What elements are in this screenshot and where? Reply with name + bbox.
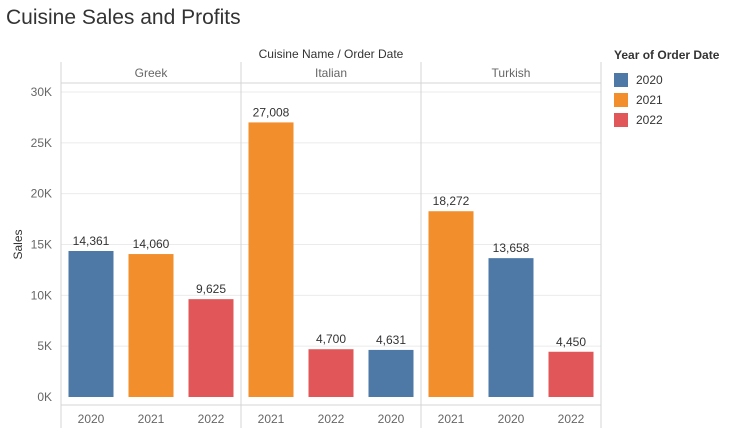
data-label: 4,631 (376, 333, 406, 347)
data-label: 18,272 (433, 194, 470, 208)
legend-label-2020: 2020 (636, 73, 663, 87)
x-tick-label: 2021 (438, 412, 465, 426)
chart-title: Cuisine Sales and Profits (6, 6, 241, 29)
bar-italian-2020 (368, 349, 414, 397)
y-tick-label: 5K (37, 339, 52, 353)
legend-label-2022: 2022 (636, 113, 663, 127)
legend-swatch-2020 (614, 73, 628, 87)
y-tick-label: 0K (37, 390, 52, 404)
x-tick-label: 2020 (78, 412, 105, 426)
y-tick-label: 20K (31, 187, 52, 201)
x-tick-label: 2020 (498, 412, 525, 426)
bar-turkish-2022 (548, 351, 594, 397)
legend-item-2022[interactable]: 2022 (614, 110, 719, 130)
x-tick-label: 2022 (558, 412, 585, 426)
bar-turkish-2020 (488, 258, 534, 397)
data-label: 9,625 (196, 282, 226, 296)
bar-greek-2022 (188, 299, 234, 397)
x-tick-label: 2020 (378, 412, 405, 426)
x-tick-label: 2021 (138, 412, 165, 426)
legend: Year of Order Date 2020 2021 2022 (614, 48, 719, 130)
data-label: 13,658 (493, 241, 530, 255)
data-label: 4,700 (316, 332, 346, 346)
bar-greek-2020 (68, 250, 114, 397)
y-tick-label: 10K (31, 288, 52, 302)
panel-header-italian: Italian (315, 66, 347, 80)
legend-item-2021[interactable]: 2021 (614, 90, 719, 110)
x-tick-label: 2022 (318, 412, 345, 426)
y-tick-label: 25K (31, 136, 52, 150)
data-label: 27,008 (253, 105, 290, 119)
bar-greek-2021 (128, 254, 174, 397)
bar-turkish-2021 (428, 211, 474, 397)
panel-header-turkish: Turkish (492, 66, 531, 80)
x-tick-label: 2022 (198, 412, 225, 426)
legend-item-2020[interactable]: 2020 (614, 70, 719, 90)
legend-swatch-2021 (614, 93, 628, 107)
legend-label-2021: 2021 (636, 93, 663, 107)
y-axis-label: Sales (11, 229, 25, 259)
legend-title: Year of Order Date (614, 48, 720, 62)
bar-italian-2022 (308, 349, 354, 397)
y-tick-label: 30K (31, 85, 52, 99)
data-label: 4,450 (556, 335, 586, 349)
bar-italian-2021 (248, 122, 294, 397)
panel-header-greek: Greek (135, 66, 169, 80)
header-label: Cuisine Name / Order Date (259, 47, 404, 61)
data-label: 14,361 (73, 234, 110, 248)
legend-swatch-2022 (614, 113, 628, 127)
x-tick-label: 2021 (258, 412, 285, 426)
data-label: 14,060 (133, 237, 170, 251)
y-tick-label: 15K (31, 238, 52, 252)
